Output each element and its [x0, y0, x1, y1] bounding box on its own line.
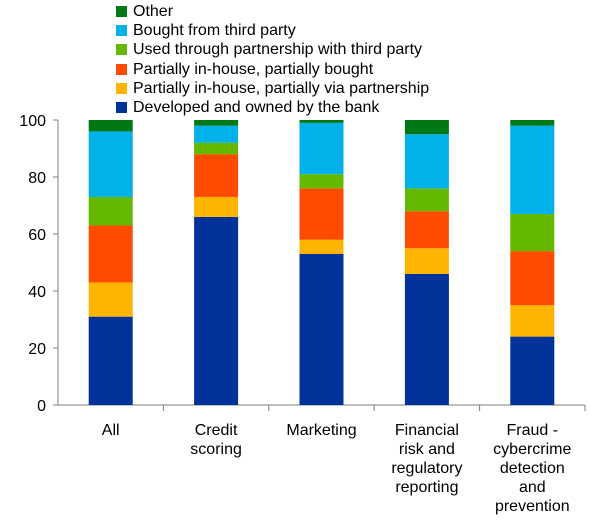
legend-label: Used through partnership with third part… [133, 41, 423, 59]
bar-segment [194, 125, 239, 143]
bar-segment [88, 131, 133, 197]
bar-segment [404, 188, 449, 212]
y-tick-label: 0 [37, 398, 46, 415]
legend-swatch [116, 102, 127, 114]
bar-segment [404, 248, 449, 274]
bar-segment [194, 216, 239, 405]
x-category-label: risk and [399, 441, 455, 458]
x-category-label: Credit [195, 422, 238, 439]
bar-segment [510, 120, 555, 126]
bar-segment [510, 305, 555, 337]
legend-item: Other [116, 2, 429, 21]
bar-segment [404, 273, 449, 405]
legend-swatch [116, 82, 127, 94]
y-tick-label: 100 [19, 113, 46, 130]
legend-label: Partially in-house, partially bought [133, 60, 374, 78]
legend-swatch [116, 44, 127, 56]
bar-segment [510, 336, 555, 405]
legend-item: Partially in-house, partially via partne… [116, 79, 429, 98]
bar-segment [299, 188, 344, 240]
x-category-label: and [519, 479, 546, 496]
x-category-label: scoring [190, 441, 242, 458]
legend-item: Used through partnership with third part… [116, 40, 429, 59]
bar-segment [299, 253, 344, 405]
bar-segment [88, 316, 133, 405]
x-category-label: cybercrime [493, 441, 571, 458]
bar-segment [194, 120, 239, 126]
bar-segment [404, 120, 449, 135]
bar-segment [404, 211, 449, 249]
x-category-label: Financial [395, 422, 459, 439]
bar-segment [299, 122, 344, 175]
bar-segment [194, 154, 239, 197]
legend-label: Other [133, 3, 174, 20]
x-category-label: reporting [395, 479, 458, 496]
x-category-label: Fraud - [507, 422, 559, 439]
bar-segment [299, 174, 344, 189]
bar-segment [510, 125, 555, 215]
legend-swatch [116, 6, 127, 18]
legend-label: Bought from third party [133, 22, 296, 40]
x-category-label: prevention [495, 498, 570, 515]
y-tick-label: 20 [28, 341, 46, 358]
bar-segment [88, 282, 133, 317]
bar-segment [299, 239, 344, 254]
y-tick-label: 80 [28, 170, 46, 187]
y-tick-label: 60 [28, 227, 46, 244]
legend-swatch [116, 25, 127, 37]
legend-label: Developed and owned by the bank [133, 98, 380, 116]
bar-segment [88, 225, 133, 283]
bar-segment [194, 196, 239, 217]
x-category-label: detection [500, 460, 565, 477]
bar-segment [510, 251, 555, 306]
x-category-label: Marketing [286, 422, 356, 439]
bar-segment [88, 120, 133, 132]
bar-segment [194, 142, 239, 155]
bar-segment [510, 214, 555, 252]
x-category-label: All [102, 422, 120, 439]
legend-item: Partially in-house, partially bought [116, 60, 429, 79]
bar-segment [404, 134, 449, 189]
chart-legend: Other Bought from third party Used through… [116, 2, 429, 117]
bar-segment [299, 120, 344, 123]
x-category-label: regulatory [391, 460, 462, 477]
legend-item: Bought from third party [116, 21, 429, 40]
legend-swatch [116, 63, 127, 75]
legend-label: Partially in-house, partially via partne… [133, 79, 430, 97]
bar-segment [88, 196, 133, 226]
legend-item: Developed and owned by the bank [116, 98, 429, 117]
y-tick-label: 40 [28, 284, 46, 301]
